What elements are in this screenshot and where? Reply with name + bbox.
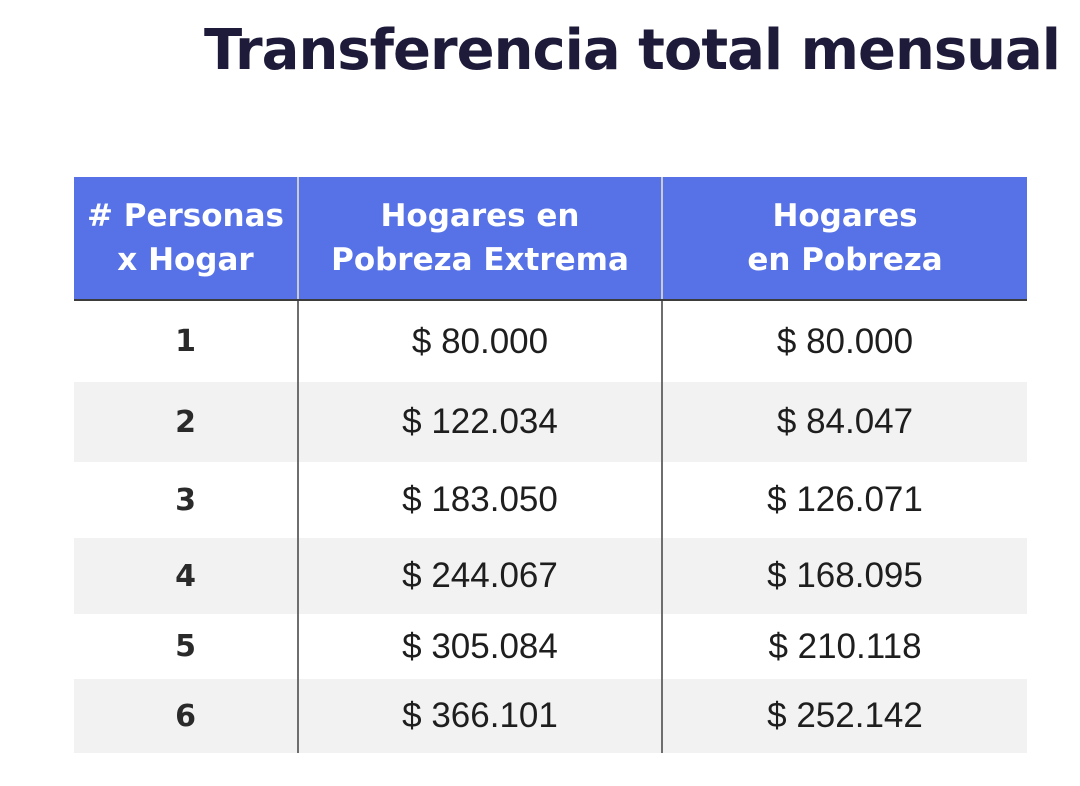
table-row: 3 $ 183.050 $ 126.071 [74, 462, 1027, 538]
header-line: Hogares [772, 198, 918, 234]
cell-pobreza: $ 84.047 [661, 382, 1027, 462]
header-row: # Personas x Hogar Hogares en Pobreza Ex… [74, 177, 1027, 301]
cell-personas: 6 [74, 679, 298, 753]
header-pobreza: Hogares en Pobreza [661, 177, 1027, 301]
cell-pobreza: $ 126.071 [661, 462, 1027, 538]
cell-pobreza-extrema: $ 305.084 [297, 614, 662, 679]
cell-pobreza: $ 168.095 [661, 538, 1027, 614]
table-row: 2 $ 122.034 $ 84.047 [74, 382, 1027, 462]
cell-pobreza-extrema: $ 183.050 [297, 462, 662, 538]
header-line: en Pobreza [747, 242, 943, 278]
cell-pobreza-extrema: $ 80.000 [297, 300, 662, 382]
table-row: 1 $ 80.000 $ 80.000 [74, 300, 1027, 382]
cell-personas: 3 [74, 462, 298, 538]
header-personas-por-hogar: # Personas x Hogar [74, 177, 298, 301]
header-line: # Personas [87, 198, 284, 234]
table-header: # Personas x Hogar Hogares en Pobreza Ex… [74, 177, 1027, 301]
table-row: 4 $ 244.067 $ 168.095 [74, 538, 1027, 614]
cell-pobreza-extrema: $ 366.101 [297, 679, 662, 753]
header-line: x Hogar [117, 242, 254, 278]
cell-personas: 5 [74, 614, 298, 679]
header-line: Pobreza Extrema [331, 242, 629, 278]
transfer-table: # Personas x Hogar Hogares en Pobreza Ex… [74, 177, 1027, 753]
page-title: Transferencia total mensual [203, 18, 1061, 83]
cell-pobreza-extrema: $ 244.067 [297, 538, 662, 614]
cell-personas: 1 [74, 300, 298, 382]
header-pobreza-extrema: Hogares en Pobreza Extrema [297, 177, 662, 301]
cell-pobreza-extrema: $ 122.034 [297, 382, 662, 462]
table-row: 5 $ 305.084 $ 210.118 [74, 614, 1027, 679]
cell-personas: 4 [74, 538, 298, 614]
cell-pobreza: $ 80.000 [661, 300, 1027, 382]
header-line: Hogares en [380, 198, 580, 234]
cell-personas: 2 [74, 382, 298, 462]
cell-pobreza: $ 252.142 [661, 679, 1027, 753]
table-row: 6 $ 366.101 $ 252.142 [74, 679, 1027, 753]
table-body: 1 $ 80.000 $ 80.000 2 $ 122.034 $ 84.047… [74, 300, 1027, 753]
cell-pobreza: $ 210.118 [661, 614, 1027, 679]
